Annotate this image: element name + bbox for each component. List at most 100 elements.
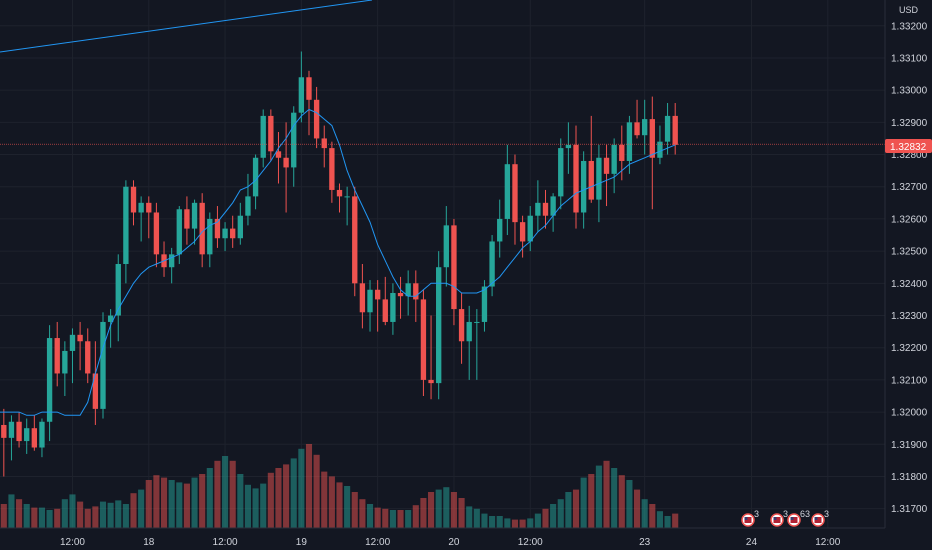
candle-body[interactable] xyxy=(245,196,251,216)
candle-body[interactable] xyxy=(107,315,114,322)
candle-body[interactable] xyxy=(611,144,617,174)
economic-event[interactable]: 3 xyxy=(811,509,829,527)
candle-body[interactable] xyxy=(657,141,663,158)
candle-body[interactable] xyxy=(420,299,427,380)
candle-body[interactable] xyxy=(443,225,449,268)
economic-event[interactable]: 3 xyxy=(741,509,759,527)
candle-body[interactable] xyxy=(252,157,259,197)
candle-body[interactable] xyxy=(54,338,60,374)
candle-body[interactable] xyxy=(214,218,221,239)
candle-body[interactable] xyxy=(146,202,152,213)
candle-body[interactable] xyxy=(565,144,572,149)
candle-body[interactable] xyxy=(573,144,579,213)
candle-body[interactable] xyxy=(1,424,7,438)
candle-body[interactable] xyxy=(367,289,373,313)
candle-body[interactable] xyxy=(184,209,190,229)
candle-body[interactable] xyxy=(39,421,45,448)
candle-body[interactable] xyxy=(230,228,236,239)
candle-body[interactable] xyxy=(291,112,297,168)
candle-body[interactable] xyxy=(642,119,648,136)
candle-body[interactable] xyxy=(382,299,388,322)
candle-body[interactable] xyxy=(191,202,198,229)
candle-body[interactable] xyxy=(489,241,495,287)
candle-body[interactable] xyxy=(527,215,533,242)
candle-body[interactable] xyxy=(16,421,22,442)
candle-body[interactable] xyxy=(123,186,129,264)
trend-line[interactable] xyxy=(0,0,373,53)
candle-body[interactable] xyxy=(504,164,511,219)
candle-body[interactable] xyxy=(374,289,381,300)
candle-body[interactable] xyxy=(283,157,289,168)
candle-body[interactable] xyxy=(8,421,15,438)
currency-label[interactable]: USD xyxy=(899,5,919,15)
candle-body[interactable] xyxy=(321,138,327,149)
candle-body[interactable] xyxy=(626,122,633,161)
candle-body[interactable] xyxy=(451,225,457,310)
candle-body[interactable] xyxy=(77,334,83,342)
time-axis[interactable]: 12:00 18 12:00 19 12:00 20 12:00 23 24 12:00 xyxy=(60,537,841,548)
candle-body[interactable] xyxy=(92,373,99,409)
price-axis[interactable]: 1.33200 1.33100 1.33000 1.32900 1.32800 1.327… xyxy=(891,21,928,515)
candle-body[interactable] xyxy=(153,212,160,255)
economic-event[interactable]: 3 xyxy=(770,509,788,527)
candle-body[interactable] xyxy=(664,115,671,142)
candle-body[interactable] xyxy=(512,164,518,223)
candle-body[interactable] xyxy=(558,148,564,197)
candle-body[interactable] xyxy=(85,341,91,374)
candle-body[interactable] xyxy=(497,218,503,242)
candle-body[interactable] xyxy=(268,115,274,152)
candle-body[interactable] xyxy=(474,321,480,323)
candle-body[interactable] xyxy=(481,286,488,322)
candle-body[interactable] xyxy=(649,119,655,158)
volume-bar xyxy=(191,477,198,528)
candle-body[interactable] xyxy=(46,338,53,422)
candle-body[interactable] xyxy=(31,428,38,448)
candle-body[interactable] xyxy=(275,151,282,158)
candle-body[interactable] xyxy=(222,228,228,239)
candle-body[interactable] xyxy=(458,309,465,342)
candle-body[interactable] xyxy=(405,283,411,297)
candle-body[interactable] xyxy=(413,283,419,300)
candle-body[interactable] xyxy=(535,202,541,216)
candle-body[interactable] xyxy=(390,292,396,322)
candle-body[interactable] xyxy=(588,160,594,200)
candles[interactable] xyxy=(1,51,678,477)
candle-body[interactable] xyxy=(313,99,320,139)
economic-event[interactable]: 63 xyxy=(787,509,810,527)
economic-events[interactable]: 3 3 63 3 xyxy=(741,509,829,527)
candle-body[interactable] xyxy=(130,186,137,213)
candle-body[interactable] xyxy=(62,350,68,374)
candle-body[interactable] xyxy=(542,202,549,216)
candle-body[interactable] xyxy=(199,202,205,255)
candle-body[interactable] xyxy=(550,196,556,216)
candle-body[interactable] xyxy=(115,264,121,316)
candle-body[interactable] xyxy=(634,122,640,136)
candle-body[interactable] xyxy=(580,160,587,213)
candle-body[interactable] xyxy=(436,267,442,384)
candle-body[interactable] xyxy=(596,157,602,200)
candle-body[interactable] xyxy=(603,157,610,174)
candle-body[interactable] xyxy=(428,379,434,384)
candle-body[interactable] xyxy=(298,77,305,113)
candle-body[interactable] xyxy=(69,334,76,351)
candle-body[interactable] xyxy=(237,215,243,239)
candle-body[interactable] xyxy=(176,209,182,255)
candle-body[interactable] xyxy=(168,254,175,268)
candle-body[interactable] xyxy=(397,292,404,297)
candle-body[interactable] xyxy=(306,77,312,100)
candle-body[interactable] xyxy=(336,189,343,197)
candle-body[interactable] xyxy=(359,283,366,313)
candle-body[interactable] xyxy=(672,115,678,145)
candle-body[interactable] xyxy=(619,144,625,161)
candle-body[interactable] xyxy=(466,321,472,342)
candle-body[interactable] xyxy=(344,196,350,198)
candle-body[interactable] xyxy=(100,321,106,409)
candle-body[interactable] xyxy=(519,222,526,242)
candle-body[interactable] xyxy=(24,428,30,442)
candle-body[interactable] xyxy=(138,202,144,213)
candle-body[interactable] xyxy=(329,148,335,190)
candle-body[interactable] xyxy=(260,115,266,158)
candle-body[interactable] xyxy=(352,196,358,284)
candle-body[interactable] xyxy=(207,218,213,255)
